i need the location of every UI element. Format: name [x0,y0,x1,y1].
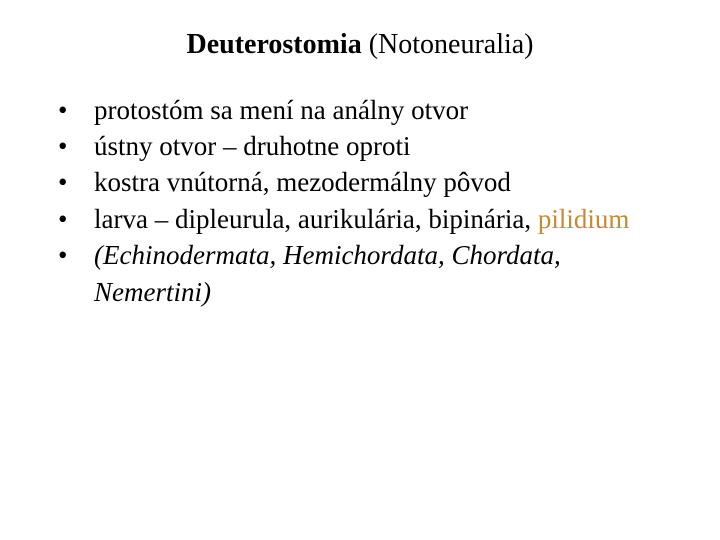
slide-title: Deuterostomia (Notoneuralia) [40,28,680,62]
title-bold: Deuterostomia [186,29,361,60]
bullet-text: protostóm sa mení na análny otvor [94,95,468,125]
bullet-italic: (Echinodermata, Hemichordata, Chordata, … [94,240,561,306]
title-rest: (Notoneuralia) [362,29,534,60]
bullet-highlight: pilidium [538,204,630,234]
bullet-list: protostóm sa mení na análny otvor ústny … [58,92,680,311]
list-item: (Echinodermata, Hemichordata, Chordata, … [58,237,680,310]
bullet-text: ústny otvor – druhotne oproti [94,131,410,161]
bullet-text: kostra vnútorná, mezodermálny pôvod [94,167,511,197]
italic-text: Echinodermata, Hemichordata, Chordata, N… [94,240,561,306]
bullet-text-prefix: larva – dipleurula, aurikulária, bipinár… [94,204,538,234]
list-item: kostra vnútorná, mezodermálny pôvod [58,164,680,200]
slide: Deuterostomia (Notoneuralia) protostóm s… [0,0,720,540]
list-item: larva – dipleurula, aurikulária, bipinár… [58,201,680,237]
italic-close: ) [202,277,211,307]
list-item: ústny otvor – druhotne oproti [58,128,680,164]
italic-open: ( [94,240,103,270]
list-item: protostóm sa mení na análny otvor [58,92,680,128]
